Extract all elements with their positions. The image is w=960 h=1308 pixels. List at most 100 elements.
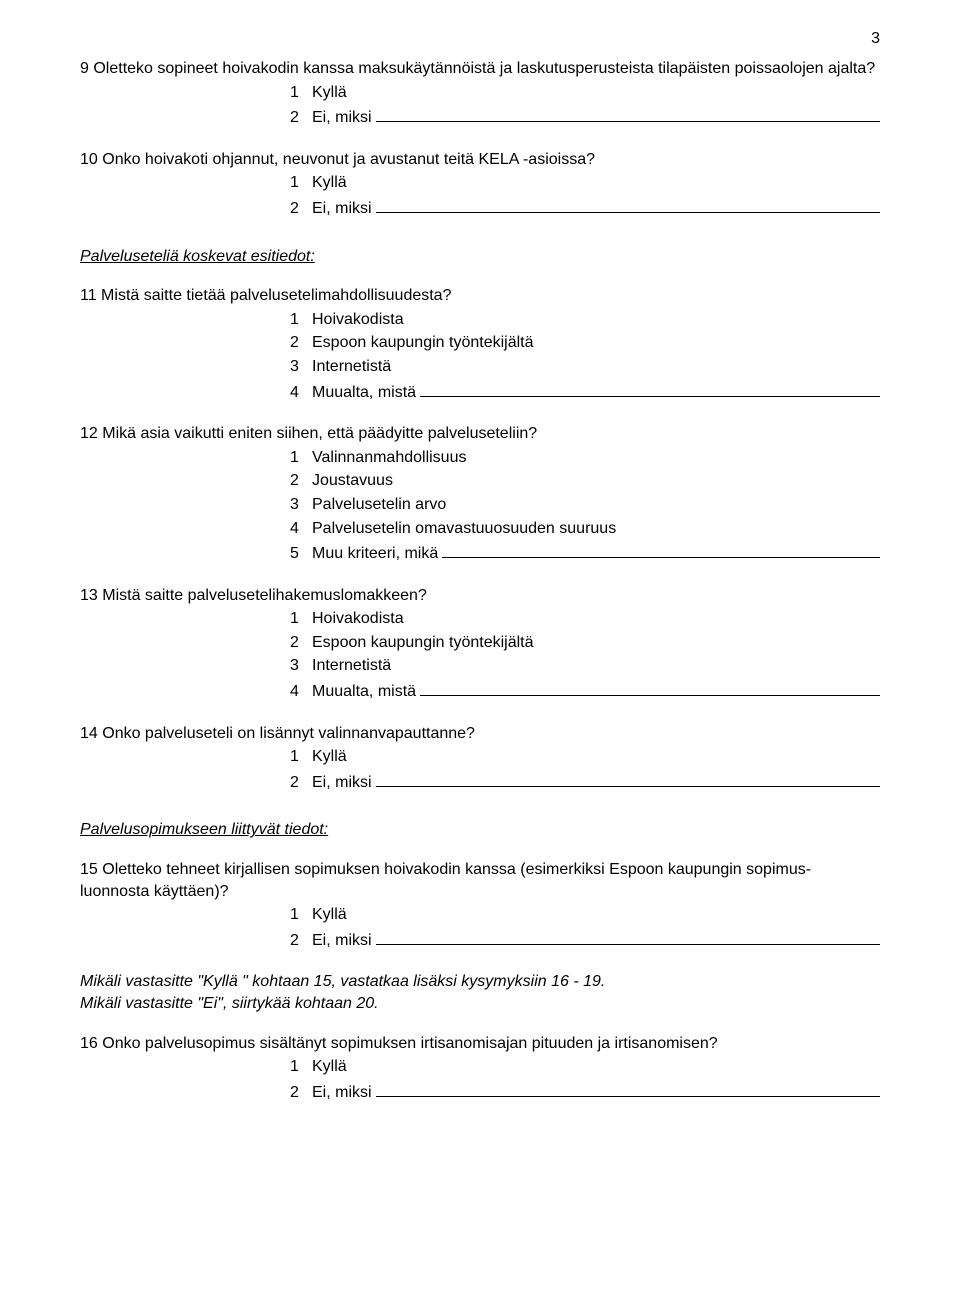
option-row: 3 Internetistä (290, 655, 880, 677)
option-number: 4 (290, 681, 312, 703)
option-number: 3 (290, 356, 312, 378)
option-number: 2 (290, 930, 312, 952)
fill-line[interactable] (376, 105, 880, 122)
option-label: Internetistä (312, 356, 391, 378)
option-number: 1 (290, 309, 312, 331)
option-label: Espoon kaupungin työntekijältä (312, 332, 534, 354)
option-row: 1 Hoivakodista (290, 309, 880, 331)
option-row: 2 Ei, miksi (290, 196, 880, 220)
option-label: Hoivakodista (312, 608, 404, 630)
option-number: 1 (290, 172, 312, 194)
question-12: 12 Mikä asia vaikutti eniten siihen, ett… (80, 423, 880, 567)
option-number: 3 (290, 655, 312, 677)
option-row: 2 Joustavuus (290, 470, 880, 492)
option-label: Kyllä (312, 1056, 347, 1078)
option-label: Internetistä (312, 655, 391, 677)
question-13: 13 Mistä saitte palvelusetelihakemusloma… (80, 585, 880, 705)
page-number: 3 (871, 28, 880, 50)
option-row: 1 Kyllä (290, 82, 880, 104)
option-row: 3 Palvelusetelin arvo (290, 494, 880, 516)
option-label: Muualta, mistä (312, 681, 416, 703)
option-number: 4 (290, 382, 312, 404)
question-11-options: 1 Hoivakodista 2 Espoon kaupungin työnte… (290, 309, 880, 405)
option-label: Valinnanmahdollisuus (312, 447, 466, 469)
option-label: Ei, miksi (312, 930, 372, 952)
option-row: 1 Kyllä (290, 746, 880, 768)
question-14-text: 14 Onko palveluseteli on lisännyt valinn… (80, 723, 880, 745)
question-16-text: 16 Onko palvelusopimus sisältänyt sopimu… (80, 1033, 880, 1055)
option-number: 2 (290, 332, 312, 354)
option-row: 2 Ei, miksi (290, 928, 880, 952)
option-row: 2 Ei, miksi (290, 105, 880, 129)
option-number: 1 (290, 82, 312, 104)
option-row: 2 Espoon kaupungin työntekijältä (290, 632, 880, 654)
option-label: Ei, miksi (312, 1082, 372, 1104)
fill-line[interactable] (420, 679, 880, 696)
option-number: 4 (290, 518, 312, 540)
option-label: Hoivakodista (312, 309, 404, 331)
option-label: Kyllä (312, 904, 347, 926)
option-row: 4 Palvelusetelin omavastuuosuuden suuruu… (290, 518, 880, 540)
document-page: 3 9 Oletteko sopineet hoivakodin kanssa … (0, 0, 960, 1308)
section-heading-palvelusopimus: Palvelusopimukseen liittyvät tiedot: (80, 819, 880, 841)
question-11-text: 11 Mistä saitte tietää palvelusetelimahd… (80, 285, 880, 307)
question-15-text: 15 Oletteko tehneet kirjallisen sopimuks… (80, 859, 880, 902)
fill-line[interactable] (376, 1080, 880, 1097)
fill-line[interactable] (376, 196, 880, 213)
fill-line[interactable] (376, 770, 880, 787)
option-number: 1 (290, 746, 312, 768)
option-label: Ei, miksi (312, 772, 372, 794)
instruction-line-1: Mikäli vastasitte "Kyllä " kohtaan 15, v… (80, 971, 880, 993)
question-11: 11 Mistä saitte tietää palvelusetelimahd… (80, 285, 880, 405)
fill-line[interactable] (376, 928, 880, 945)
option-number: 2 (290, 470, 312, 492)
question-9-options: 1 Kyllä 2 Ei, miksi (290, 82, 880, 131)
option-label: Espoon kaupungin työntekijältä (312, 632, 534, 654)
option-label: Kyllä (312, 82, 347, 104)
option-number: 1 (290, 447, 312, 469)
option-number: 2 (290, 198, 312, 220)
option-label: Ei, miksi (312, 198, 372, 220)
option-number: 2 (290, 632, 312, 654)
option-label: Muualta, mistä (312, 382, 416, 404)
option-label: Kyllä (312, 746, 347, 768)
option-row: 1 Kyllä (290, 172, 880, 194)
option-label: Joustavuus (312, 470, 393, 492)
option-label: Muu kriteeri, mikä (312, 543, 438, 565)
option-label: Palvelusetelin arvo (312, 494, 446, 516)
option-number: 1 (290, 608, 312, 630)
question-10: 10 Onko hoivakoti ohjannut, neuvonut ja … (80, 149, 880, 222)
option-row: 2 Ei, miksi (290, 770, 880, 794)
option-row: 4 Muualta, mistä (290, 380, 880, 404)
question-12-text: 12 Mikä asia vaikutti eniten siihen, ett… (80, 423, 880, 445)
option-row: 1 Valinnanmahdollisuus (290, 447, 880, 469)
question-16-options: 1 Kyllä 2 Ei, miksi (290, 1056, 880, 1105)
option-number: 5 (290, 543, 312, 565)
option-row: 1 Kyllä (290, 1056, 880, 1078)
question-14: 14 Onko palveluseteli on lisännyt valinn… (80, 723, 880, 796)
fill-line[interactable] (442, 541, 880, 558)
option-row: 3 Internetistä (290, 356, 880, 378)
instruction-line-2: Mikäli vastasitte "Ei", siirtykää kohtaa… (80, 993, 880, 1015)
option-row: 5 Muu kriteeri, mikä (290, 541, 880, 565)
section-heading-palveluseteli: Palveluseteliä koskevat esitiedot: (80, 246, 880, 268)
question-15: 15 Oletteko tehneet kirjallisen sopimuks… (80, 859, 880, 953)
question-10-options: 1 Kyllä 2 Ei, miksi (290, 172, 880, 221)
question-9: 9 Oletteko sopineet hoivakodin kanssa ma… (80, 58, 880, 131)
option-number: 3 (290, 494, 312, 516)
fill-line[interactable] (420, 380, 880, 397)
question-9-text: 9 Oletteko sopineet hoivakodin kanssa ma… (80, 58, 880, 80)
question-10-text: 10 Onko hoivakoti ohjannut, neuvonut ja … (80, 149, 880, 171)
option-number: 1 (290, 904, 312, 926)
option-label: Ei, miksi (312, 107, 372, 129)
question-12-options: 1 Valinnanmahdollisuus 2 Joustavuus 3 Pa… (290, 447, 880, 567)
option-number: 2 (290, 107, 312, 129)
option-label: Palvelusetelin omavastuuosuuden suuruus (312, 518, 616, 540)
question-13-text: 13 Mistä saitte palvelusetelihakemusloma… (80, 585, 880, 607)
option-number: 1 (290, 1056, 312, 1078)
option-row: 1 Hoivakodista (290, 608, 880, 630)
question-13-options: 1 Hoivakodista 2 Espoon kaupungin työnte… (290, 608, 880, 704)
option-number: 2 (290, 772, 312, 794)
option-row: 2 Espoon kaupungin työntekijältä (290, 332, 880, 354)
question-15-options: 1 Kyllä 2 Ei, miksi (290, 904, 880, 953)
